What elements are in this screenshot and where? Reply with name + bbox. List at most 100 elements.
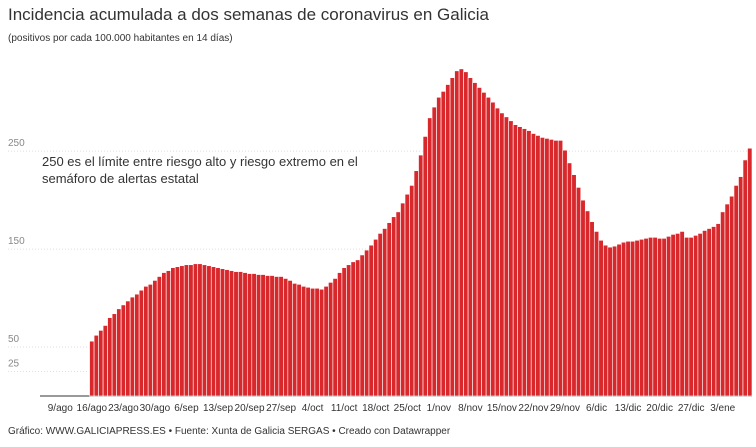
bar [503, 116, 509, 397]
bar [364, 249, 370, 397]
bar [395, 211, 401, 397]
bar [188, 264, 194, 397]
x-tick-label: 29/nov [550, 403, 580, 414]
bar [499, 112, 505, 397]
bar [147, 284, 153, 397]
bar [192, 263, 199, 397]
bar [481, 92, 487, 397]
bar [625, 240, 631, 397]
x-tick-label: 6/dic [586, 403, 607, 414]
bar [409, 185, 415, 397]
bar [287, 280, 293, 397]
x-tick-label: 27/sep [266, 403, 296, 414]
bar [386, 222, 392, 397]
bar [391, 216, 397, 397]
bar [675, 233, 681, 397]
bar [305, 286, 311, 397]
chart-subtitle: (positivos por cada 100.000 habitantes e… [8, 33, 233, 44]
y-tick-label: 50 [8, 334, 20, 345]
bar [666, 236, 672, 397]
bar [458, 68, 464, 397]
bar [256, 274, 262, 397]
bar [670, 234, 676, 397]
bar [706, 228, 712, 397]
bar [566, 162, 573, 397]
bar [508, 120, 514, 397]
bar [170, 267, 176, 397]
bar [215, 267, 221, 397]
bar [89, 340, 95, 397]
bar [359, 254, 365, 397]
bar [328, 282, 334, 397]
bar [246, 273, 253, 397]
bar [490, 101, 496, 397]
bar [589, 221, 595, 397]
bar [314, 287, 320, 397]
bar [661, 238, 667, 397]
bar [634, 239, 640, 397]
bar [562, 149, 568, 397]
bar [102, 325, 108, 397]
bar [535, 135, 541, 397]
bar [93, 334, 99, 397]
bar [630, 240, 636, 397]
bar [530, 133, 536, 397]
bar [382, 228, 388, 397]
bar [643, 238, 649, 397]
bar [161, 272, 167, 397]
bar [355, 259, 361, 397]
bar [648, 237, 654, 397]
bar [269, 275, 275, 397]
bar [720, 211, 726, 397]
x-tick-label: 6/sep [174, 403, 199, 414]
x-tick-label: 4/oct [302, 403, 324, 414]
bar [621, 241, 627, 397]
bar [571, 174, 577, 397]
x-tick-label: 13/sep [203, 403, 233, 414]
bar [283, 278, 289, 397]
bar [449, 77, 455, 397]
bar [440, 91, 446, 397]
bar [526, 130, 532, 397]
bar [183, 264, 190, 397]
bar [467, 77, 473, 397]
x-tick-label: 22/nov [518, 403, 548, 414]
bar [557, 140, 564, 397]
bar [711, 226, 717, 397]
bar [337, 272, 343, 397]
bar [368, 244, 374, 397]
bar [341, 267, 347, 397]
bar [292, 283, 298, 397]
bar [116, 308, 122, 397]
bar [296, 284, 302, 397]
bar [733, 185, 739, 397]
bar [602, 244, 609, 397]
bar [310, 287, 316, 397]
bar [174, 266, 180, 397]
bar [323, 286, 329, 397]
bar [152, 280, 158, 397]
bar [206, 265, 212, 397]
bar [688, 237, 694, 397]
bar [463, 71, 469, 397]
bar [521, 128, 527, 397]
bar [129, 296, 135, 397]
bar [738, 176, 744, 397]
bar [251, 273, 257, 397]
bar [224, 269, 230, 397]
bar [575, 187, 582, 397]
bar [454, 70, 460, 397]
bar [715, 223, 721, 397]
bar [201, 264, 208, 397]
bar [616, 243, 622, 397]
x-tick-label: 18/oct [362, 403, 389, 414]
x-tick-label: 20/sep [235, 403, 265, 414]
bar [431, 106, 437, 397]
y-tick-label: 150 [8, 236, 25, 247]
x-tick-label: 9/ago [48, 403, 73, 414]
x-tick-label: 3/ene [710, 403, 735, 414]
bar [404, 193, 410, 397]
bar [598, 239, 604, 397]
bar [612, 245, 618, 397]
bar [377, 233, 383, 397]
